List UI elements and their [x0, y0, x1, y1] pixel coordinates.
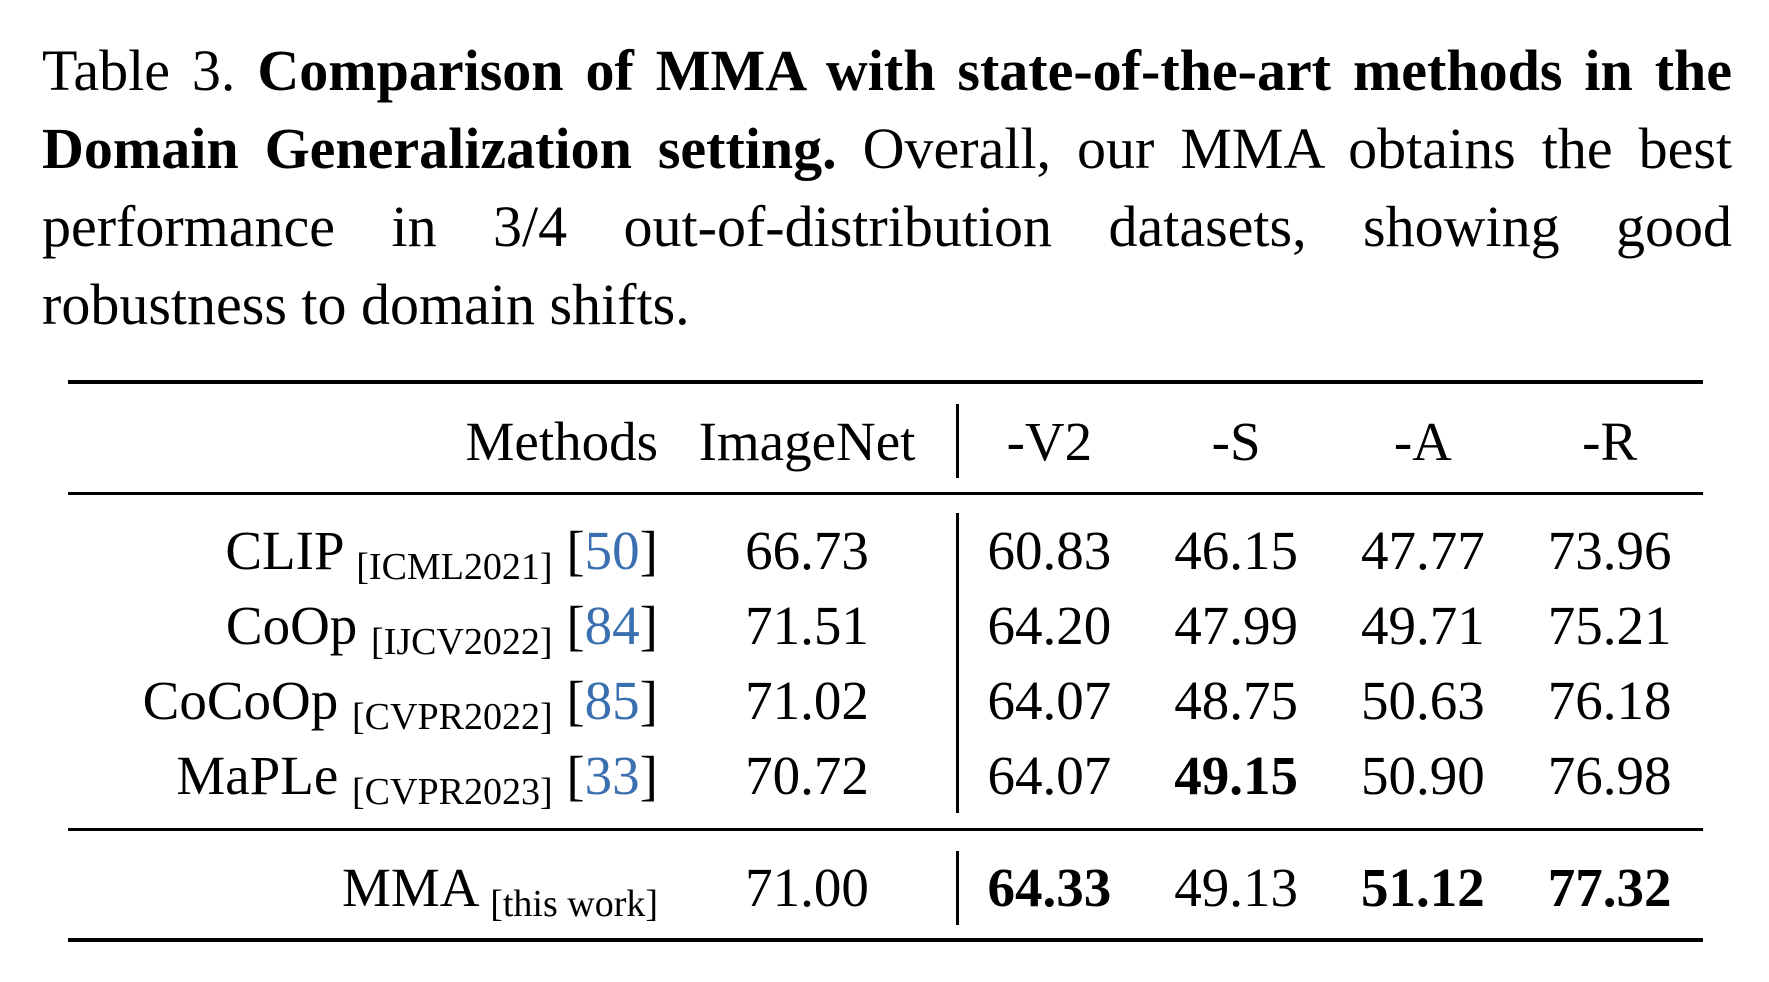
method-cell: MaPLe [CVPR2023] [33] [176, 745, 658, 813]
header-row: Methods ImageNet -V2 -S -A -R [68, 404, 1703, 479]
value-a: 47.77 [1361, 520, 1485, 581]
value-imagenet: 71.00 [745, 857, 869, 918]
value-v2: 64.20 [987, 595, 1112, 656]
table-row: MaPLe [CVPR2023] [33] 70.72 64.07 49.15 50.9… [68, 738, 1703, 813]
value-a: 50.90 [1361, 745, 1485, 806]
method-venue: [CVPR2022] [352, 696, 553, 738]
header-methods: Methods [465, 411, 659, 472]
column-separator [956, 513, 959, 813]
value-r: 75.21 [1547, 595, 1672, 656]
bottom-rule [68, 938, 1703, 942]
value-r: 76.98 [1547, 745, 1672, 806]
header-a: -A [1393, 411, 1452, 472]
value-imagenet: 71.51 [745, 595, 869, 656]
value-r: 76.18 [1547, 670, 1672, 731]
value-r: 73.96 [1547, 520, 1672, 581]
method-venue: [this work] [490, 883, 658, 925]
method-name: CoOp [225, 595, 358, 656]
method-cell: CoOp [IJCV2022] [84] [225, 595, 658, 663]
method-cell: CoCoOp [CVPR2022] [85] [142, 670, 658, 738]
results-table-body: CLIP [ICML2021] [50] 66.73 60.83 46.15 47.77… [68, 513, 1703, 813]
table-row: CoCoOp [CVPR2022] [85] 71.02 64.07 48.75 50.… [68, 663, 1703, 738]
value-v2: 64.33 [987, 857, 1112, 918]
value-s: 49.13 [1174, 857, 1298, 918]
value-v2: 64.07 [987, 670, 1112, 731]
header-v2: -V2 [1006, 411, 1093, 472]
method-name: CoCoOp [142, 670, 339, 731]
results-table-ours: MMA [this work] 71.00 64.33 49.13 51.12 … [68, 850, 1703, 925]
value-imagenet: 70.72 [745, 745, 869, 806]
method-cell: MMA [this work] [68, 850, 658, 925]
value-a: 49.71 [1361, 595, 1485, 656]
header-r: -R [1582, 411, 1638, 472]
column-separator [956, 404, 959, 478]
citation-link[interactable]: 50 [584, 520, 640, 581]
citation-link[interactable]: 85 [584, 670, 640, 731]
header-rule [68, 492, 1703, 495]
value-s: 49.15 [1174, 745, 1298, 806]
value-s: 46.15 [1174, 520, 1298, 581]
results-table-header: Methods ImageNet -V2 -S -A -R [68, 404, 1703, 479]
table-row: CLIP [ICML2021] [50] 66.73 60.83 46.15 47.77… [68, 513, 1703, 588]
value-s: 48.75 [1174, 670, 1298, 731]
ours-rule [68, 828, 1703, 831]
table-row-ours: MMA [this work] 71.00 64.33 49.13 51.12 … [68, 850, 1703, 925]
method-venue: [IJCV2022] [371, 621, 553, 663]
value-s: 47.99 [1174, 595, 1298, 656]
method-venue: [CVPR2023] [352, 771, 553, 813]
table-row: CoOp [IJCV2022] [84] 71.51 64.20 47.99 49.71… [68, 588, 1703, 663]
method-cell: CLIP [ICML2021] [50] [225, 520, 658, 588]
value-a: 50.63 [1361, 670, 1485, 731]
top-rule [68, 380, 1703, 384]
table-caption: Table 3. Comparison of MMA with state-of… [42, 32, 1732, 344]
caption-description: Overall, our MMA obtains the best perfor… [42, 116, 1732, 337]
method-name: CLIP [225, 520, 343, 581]
value-r: 77.32 [1547, 857, 1672, 918]
method-name: MMA [341, 857, 477, 918]
value-imagenet: 71.02 [745, 670, 869, 731]
citation-link[interactable]: 84 [584, 595, 640, 656]
value-a: 51.12 [1361, 857, 1485, 918]
header-imagenet: ImageNet [698, 411, 916, 472]
citation-link[interactable]: 33 [584, 745, 640, 806]
caption-bold-title: Comparison of MMA with state-of-the-art … [42, 38, 1733, 181]
method-venue: [ICML2021] [356, 546, 553, 588]
value-v2: 64.07 [987, 745, 1112, 806]
header-s: -S [1211, 411, 1261, 472]
value-imagenet: 66.73 [745, 520, 869, 581]
column-separator [956, 851, 959, 925]
value-v2: 60.83 [987, 520, 1112, 581]
method-name: MaPLe [176, 745, 339, 806]
caption-prefix: Table 3. [42, 38, 236, 103]
